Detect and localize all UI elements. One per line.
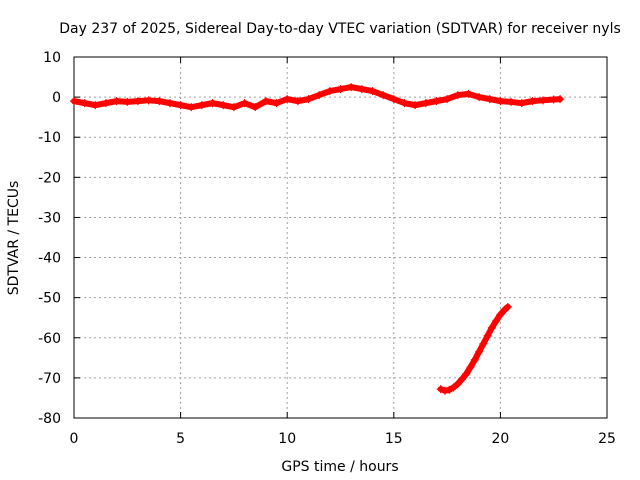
x-tick-label: 25 [598,431,616,447]
y-tick-labels: 10 0 -10 -20 -30 -40 -50 -60 -70 -80 [38,50,61,427]
x-axis-label: GPS time / hours [281,459,398,475]
data-point [503,302,512,311]
plot-frame [73,56,608,419]
x-tick-labels: 0 5 10 15 20 25 [70,431,616,447]
y-tick-label: -10 [38,130,61,146]
y-tick-label: -30 [38,210,61,226]
y-tick-label: -60 [38,331,61,347]
series-main-track [70,83,565,112]
y-tick-label: -80 [38,411,61,427]
y-tick-label: -40 [38,251,61,267]
x-tick-label: 5 [176,431,185,447]
grid [74,57,607,418]
x-tick-label: 15 [385,431,403,447]
x-tick-label: 20 [491,431,509,447]
y-tick-label: 10 [43,50,61,66]
data-points [70,83,565,395]
x-tick-label: 10 [278,431,296,447]
y-tick-label: -20 [38,170,61,186]
data-point [556,95,565,104]
y-tick-label: -50 [38,291,61,307]
series-descending-arc [436,302,512,395]
x-tick-label: 0 [70,431,79,447]
chart-title: Day 237 of 2025, Sidereal Day-to-day VTE… [59,21,621,37]
y-tick-label: 0 [52,90,61,106]
axis-ticks [73,56,608,419]
y-axis-label: SDTVAR / TECUs [6,181,22,296]
y-tick-label: -70 [38,371,61,387]
